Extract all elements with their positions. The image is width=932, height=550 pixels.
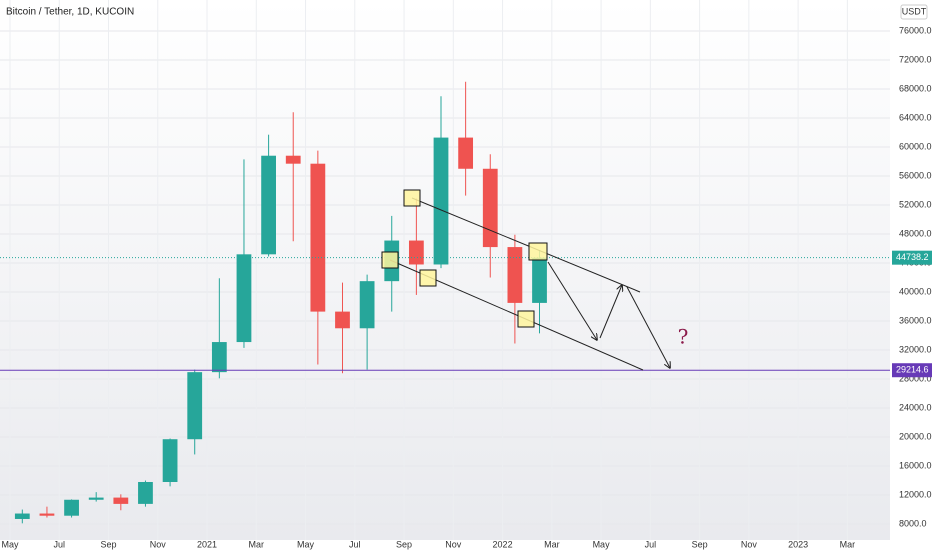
price-axis <box>890 0 932 550</box>
candle-body <box>261 155 276 255</box>
x-tick-label: Nov <box>445 539 462 549</box>
marker-box <box>419 269 437 287</box>
candle-body <box>408 240 424 265</box>
x-tick-label: May <box>297 539 315 549</box>
candle-body <box>482 168 498 248</box>
drawings <box>381 189 670 371</box>
candle-body <box>507 247 523 303</box>
y-tick-label: 72000.0 <box>899 54 932 64</box>
marker-box <box>403 189 421 207</box>
y-tick-label: 60000.0 <box>899 141 932 151</box>
candle-body <box>113 497 129 504</box>
candle-body <box>211 342 227 373</box>
candle-body <box>138 481 153 504</box>
y-tick-label: 8000.0 <box>899 518 927 528</box>
candle-body <box>14 513 30 519</box>
y-tick-label: 28000.0 <box>899 373 932 383</box>
y-tick-label: 64000.0 <box>899 112 932 122</box>
x-tick-label: Mar <box>544 539 560 549</box>
candle-body <box>433 137 449 265</box>
currency: USDT <box>902 6 927 16</box>
channel-upper <box>411 197 641 293</box>
arrow <box>599 285 622 339</box>
x-tick-label: May <box>1 539 19 549</box>
y-tick-label: 12000.0 <box>899 489 932 499</box>
y-tick-label: 56000.0 <box>899 170 932 180</box>
y-tick-label: 32000.0 <box>899 344 932 354</box>
x-tick-label: Sep <box>692 539 708 549</box>
x-tick-label: Nov <box>150 539 167 549</box>
candle-body <box>532 257 547 303</box>
marker-box <box>517 310 535 328</box>
x-tick-label: Jul <box>645 539 657 549</box>
x-tick-label: 2023 <box>788 539 808 549</box>
y-tick-label: 40000.0 <box>899 286 932 296</box>
y-tick-label: 76000.0 <box>899 25 932 35</box>
y-tick-label: 52000.0 <box>899 199 932 209</box>
last-price-badge <box>892 250 932 265</box>
arrow <box>547 261 597 340</box>
arrow <box>626 286 670 368</box>
level-label: 29214.6 <box>896 365 929 375</box>
x-tick-label: Sep <box>101 539 117 549</box>
y-tick-label: 68000.0 <box>899 83 932 93</box>
x-tick-label: Jul <box>349 539 361 549</box>
last-price-label: 44738.2 <box>896 252 929 262</box>
plot-background <box>0 0 890 540</box>
y-tick-label: 20000.0 <box>899 431 932 441</box>
x-tick-label: Jul <box>53 539 65 549</box>
candle-body <box>88 497 104 500</box>
x-tick-label: Sep <box>396 539 412 549</box>
candle-body <box>359 281 375 329</box>
time-axis <box>0 540 890 550</box>
candle-body <box>64 499 79 516</box>
annotation: ? <box>678 325 689 349</box>
candle-body <box>285 155 301 164</box>
x-tick-label: 2021 <box>197 539 217 549</box>
candle-body <box>310 163 326 312</box>
candle-body <box>236 254 252 343</box>
x-tick-label: May <box>593 539 611 549</box>
candle-body <box>335 311 350 329</box>
chart-title: Bitcoin / Tether, 1D, KUCOIN <box>6 7 134 18</box>
candle-body <box>39 513 55 516</box>
x-tick-label: Nov <box>741 539 758 549</box>
marker-box <box>381 251 399 269</box>
x-tick-label: Mar <box>840 539 856 549</box>
level-badge <box>892 363 932 378</box>
candle-body <box>162 439 178 482</box>
y-tick-label: 16000.0 <box>899 460 932 470</box>
y-tick-label: 36000.0 <box>899 315 932 325</box>
x-tick-label: 2022 <box>493 539 513 549</box>
x-tick-label: Mar <box>249 539 265 549</box>
y-tick-label: 24000.0 <box>899 402 932 412</box>
candle-body <box>458 137 474 169</box>
marker-box <box>528 242 548 261</box>
candle-body <box>187 372 203 440</box>
currency-box <box>900 4 928 20</box>
y-tick-label: 48000.0 <box>899 228 932 238</box>
